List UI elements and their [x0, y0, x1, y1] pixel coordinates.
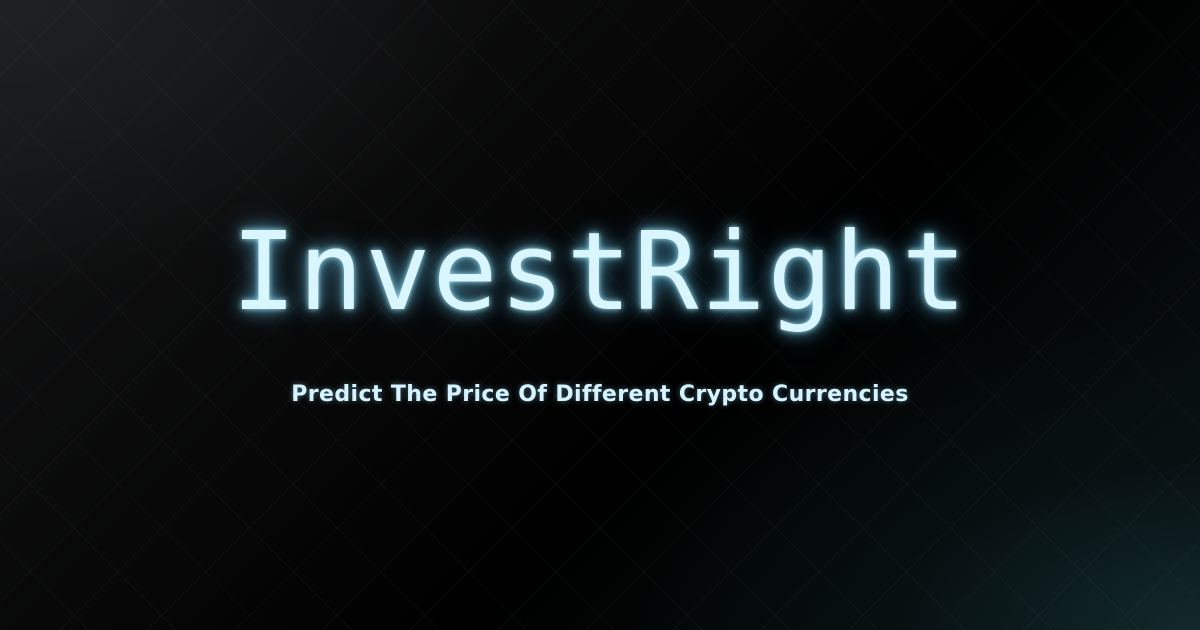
brand-title: InvestRight [231, 210, 969, 335]
tagline: Predict The Price Of Different Crypto Cu… [291, 382, 909, 407]
